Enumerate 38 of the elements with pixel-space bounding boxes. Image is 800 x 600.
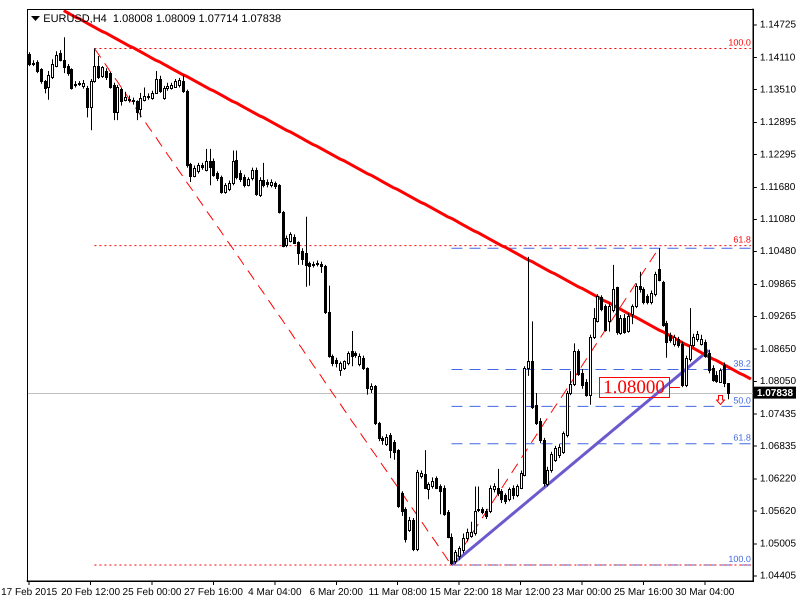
x-tick-label: 25 Feb 00:00 <box>122 586 182 598</box>
y-tick-label: 1.08050 <box>760 376 796 388</box>
x-tick-label: 25 Mar 16:00 <box>614 586 674 598</box>
x-tick-label: 23 Mar 00:00 <box>552 586 612 598</box>
series-label: 50.0 <box>733 395 751 406</box>
ref-line-label: 1.07838 <box>756 388 794 399</box>
y-tick-label: 1.07435 <box>760 408 796 420</box>
y-tick-label: 1.13510 <box>760 84 796 96</box>
y-tick-label: 1.11080 <box>760 214 796 226</box>
x-tick-label: 4 Mar 04:00 <box>248 586 302 598</box>
series-label: 61.8 <box>733 234 751 245</box>
y-tick-label: 1.09865 <box>760 279 796 290</box>
series-label: 38.2 <box>733 358 751 368</box>
x-tick-label: 15 Mar 22:00 <box>430 586 490 598</box>
x-tick-label: 6 Mar 20:00 <box>310 586 364 598</box>
x-tick-label: 20 Feb 12:00 <box>61 586 120 598</box>
annotation: 1.08000 <box>603 377 665 398</box>
x-tick-label: 30 Mar 04:00 <box>675 586 735 598</box>
x-tick-label: 11 Mar 08:00 <box>368 586 428 598</box>
y-tick-label: 1.06220 <box>760 474 796 485</box>
y-tick-label: 1.06835 <box>760 440 796 452</box>
y-tick-label: 1.05620 <box>760 506 796 517</box>
series-label: 100.0 <box>728 38 751 48</box>
x-tick-label: 18 Mar 12:00 <box>491 586 550 598</box>
y-tick-label: 1.04405 <box>760 570 796 582</box>
x-tick-label: 27 Feb 16:00 <box>184 586 244 598</box>
series-label: 100.0 <box>728 554 751 564</box>
y-tick-label: 1.12295 <box>760 149 796 160</box>
y-tick-label: 1.14725 <box>760 20 796 31</box>
series-label: 61.8 <box>733 432 751 443</box>
y-tick-label: 1.08650 <box>760 344 796 355</box>
y-tick-label: 1.11680 <box>760 182 796 194</box>
x-tick-label: 17 Feb 2015 <box>1 586 58 598</box>
y-tick-label: 1.12895 <box>760 117 796 128</box>
y-tick-label: 1.09265 <box>760 311 796 322</box>
y-tick-label: 1.14110 <box>760 52 796 64</box>
y-tick-label: 1.10480 <box>760 246 796 258</box>
y-tick-label: 1.05005 <box>760 538 796 550</box>
